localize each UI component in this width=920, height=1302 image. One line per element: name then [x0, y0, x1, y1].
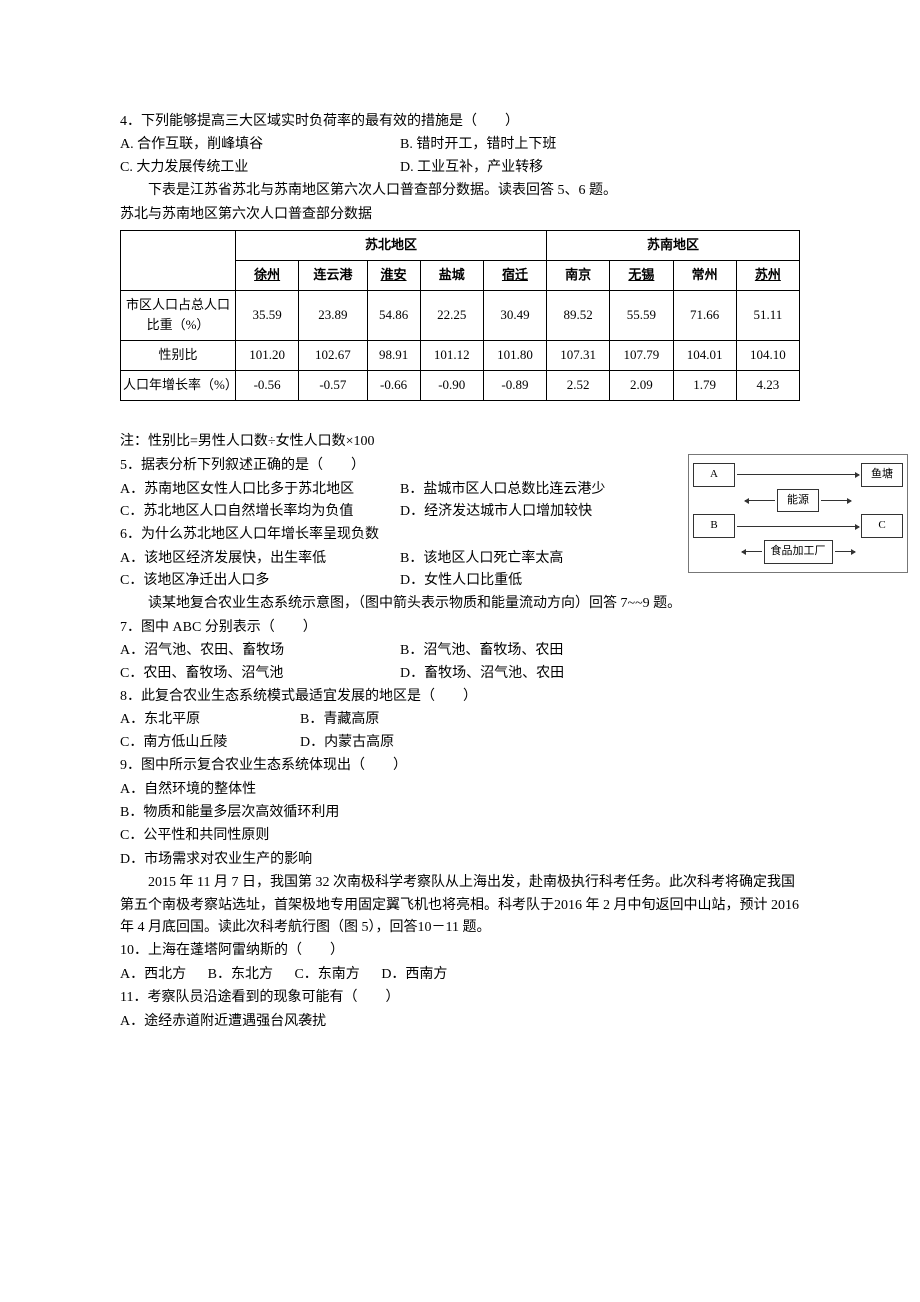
- q7-opt-d: D．畜牧场、沼气池、农田: [400, 663, 680, 685]
- city-suqian: 宿迁: [483, 260, 546, 290]
- q7-stem: 7．图中 ABC 分别表示（ ）: [120, 617, 800, 639]
- r1c1: 35.59: [236, 290, 299, 341]
- q4-row2: C. 大力发展传统工业 D. 工业互补，产业转移: [120, 157, 800, 179]
- city-changzhou: 常州: [673, 260, 736, 290]
- q8-stem: 8．此复合农业生态系统模式最适宜发展的地区是（ ）: [120, 686, 800, 708]
- q8-opt-d: D．内蒙古高原: [300, 732, 394, 754]
- diagram-node-a: A: [693, 463, 735, 487]
- r3c4: -0.90: [420, 370, 483, 400]
- r2c7: 107.79: [610, 341, 673, 371]
- q10-options: A．西北方 B．东北方 C．东南方 D．西南方: [120, 964, 800, 986]
- diagram-node-pond: 鱼塘: [861, 463, 903, 487]
- diagram-node-energy: 能源: [777, 489, 819, 513]
- r2c6: 107.31: [547, 341, 610, 371]
- r3c2: -0.57: [299, 370, 367, 400]
- q4-opt-a: A. 合作互联，削峰填谷: [120, 134, 400, 156]
- q9-opt-a: A．自然环境的整体性: [120, 779, 800, 801]
- th-south: 苏南地区: [547, 230, 800, 260]
- diagram-node-b: B: [693, 514, 735, 538]
- r1c5: 30.49: [483, 290, 546, 341]
- city-nanjing: 南京: [547, 260, 610, 290]
- r2c3: 98.91: [367, 341, 420, 371]
- r3c7: 2.09: [610, 370, 673, 400]
- table-caption: 苏北与苏南地区第六次人口普查部分数据: [120, 204, 800, 226]
- intro-10-11: 2015 年 11 月 7 日，我国第 32 次南极科学考察队从上海出发，赴南极…: [120, 872, 800, 939]
- intro-5-6: 下表是江苏省苏北与苏南地区第六次人口普查部分数据。读表回答 5、6 题。: [120, 180, 800, 202]
- q5-opt-c: C．苏北地区人口自然增长率均为负值: [120, 501, 400, 523]
- th-north: 苏北地区: [236, 230, 547, 260]
- city-huaian: 淮安: [367, 260, 420, 290]
- r1c7: 55.59: [610, 290, 673, 341]
- q4-stem: 4．下列能够提高三大区域实时负荷率的最有效的措施是（ ）: [120, 111, 800, 133]
- q6-opt-a: A．该地区经济发展快，出生率低: [120, 548, 400, 570]
- q5-opt-d: D．经济发达城市人口增加较快: [400, 501, 680, 523]
- q9-opt-b: B．物质和能量多层次高效循环利用: [120, 802, 800, 824]
- r1c6: 89.52: [547, 290, 610, 341]
- r1c8: 71.66: [673, 290, 736, 341]
- q7-opt-b: B．沼气池、畜牧场、农田: [400, 640, 680, 662]
- row2-label: 性别比: [121, 341, 236, 371]
- row3-label: 人口年增长率（%）: [121, 370, 236, 400]
- q5-opt-b: B．盐城市区人口总数比连云港少: [400, 479, 680, 501]
- city-yancheng: 盐城: [420, 260, 483, 290]
- agri-diagram: A 鱼塘 能源 B C 食品加工厂: [688, 454, 908, 572]
- r3c8: 1.79: [673, 370, 736, 400]
- r2c2: 102.67: [299, 341, 367, 371]
- q10-opt-b: B．东北方: [208, 967, 273, 982]
- census-table: 苏北地区 苏南地区 徐州 连云港 淮安 盐城 宿迁 南京 无锡 常州 苏州 市区…: [120, 230, 800, 401]
- row-urban-share: 市区人口占总人口比重（%） 35.59 23.89 54.86 22.25 30…: [121, 290, 800, 341]
- q10-opt-d: D．西南方: [381, 967, 447, 982]
- q10-opt-c: C．东南方: [294, 967, 359, 982]
- r2c5: 101.80: [483, 341, 546, 371]
- q11-opt-a: A．途经赤道附近遭遇强台风袭扰: [120, 1011, 800, 1033]
- r3c1: -0.56: [236, 370, 299, 400]
- r1c2: 23.89: [299, 290, 367, 341]
- q5-stem: 5．据表分析下列叙述正确的是（ ）: [120, 455, 680, 477]
- q10-stem: 10．上海在蓬塔阿雷纳斯的（ ）: [120, 940, 800, 962]
- q7-opt-a: A．沼气池、农田、畜牧场: [120, 640, 400, 662]
- r1c3: 54.86: [367, 290, 420, 341]
- city-wuxi: 无锡: [610, 260, 673, 290]
- r1c4: 22.25: [420, 290, 483, 341]
- q4-opt-c: C. 大力发展传统工业: [120, 157, 400, 179]
- q6-stem: 6．为什么苏北地区人口年增长率呈现负数: [120, 524, 680, 546]
- r3c9: 4.23: [736, 370, 799, 400]
- row-sex-ratio: 性别比 101.20 102.67 98.91 101.12 101.80 10…: [121, 341, 800, 371]
- q4-opt-d: D. 工业互补，产业转移: [400, 157, 680, 179]
- r3c5: -0.89: [483, 370, 546, 400]
- intro-7-9: 读某地复合农业生态系统示意图，（图中箭头表示物质和能量流动方向）回答 7~~9 …: [120, 593, 800, 615]
- r2c4: 101.12: [420, 341, 483, 371]
- q9-stem: 9．图中所示复合农业生态系统体现出（ ）: [120, 755, 800, 777]
- diagram-node-c: C: [861, 514, 903, 538]
- diagram-node-factory: 食品加工厂: [764, 540, 833, 564]
- q10-opt-a: A．西北方: [120, 967, 186, 982]
- q4-row1: A. 合作互联，削峰填谷 B. 错时开工，错时上下班: [120, 134, 800, 156]
- city-xuzhou: 徐州: [236, 260, 299, 290]
- r2c9: 104.10: [736, 341, 799, 371]
- q9-opt-c: C．公平性和共同性原则: [120, 825, 800, 847]
- q4-opt-b: B. 错时开工，错时上下班: [400, 134, 680, 156]
- city-suzhou: 苏州: [736, 260, 799, 290]
- q6-opt-d: D．女性人口比重低: [400, 570, 680, 592]
- r2c8: 104.01: [673, 341, 736, 371]
- q11-stem: 11．考察队员沿途看到的现象可能有（ ）: [120, 987, 800, 1009]
- q6-opt-c: C．该地区净迁出人口多: [120, 570, 400, 592]
- q8-opt-a: A．东北平原: [120, 709, 300, 731]
- row-growth-rate: 人口年增长率（%） -0.56 -0.57 -0.66 -0.90 -0.89 …: [121, 370, 800, 400]
- row1-label: 市区人口占总人口比重（%）: [121, 290, 236, 341]
- q8-opt-b: B．青藏高原: [300, 709, 379, 731]
- q8-opt-c: C．南方低山丘陵: [120, 732, 300, 754]
- th-blank: [121, 230, 236, 290]
- r3c3: -0.66: [367, 370, 420, 400]
- r3c6: 2.52: [547, 370, 610, 400]
- r2c1: 101.20: [236, 341, 299, 371]
- table-note: 注：性别比=男性人口数÷女性人口数×100: [120, 431, 800, 453]
- q9-opt-d: D．市场需求对农业生产的影响: [120, 849, 800, 871]
- q5-opt-a: A．苏南地区女性人口比多于苏北地区: [120, 479, 400, 501]
- q6-opt-b: B．该地区人口死亡率太高: [400, 548, 680, 570]
- q7-opt-c: C．农田、畜牧场、沼气池: [120, 663, 400, 685]
- city-lianyungang: 连云港: [299, 260, 367, 290]
- r1c9: 51.11: [736, 290, 799, 341]
